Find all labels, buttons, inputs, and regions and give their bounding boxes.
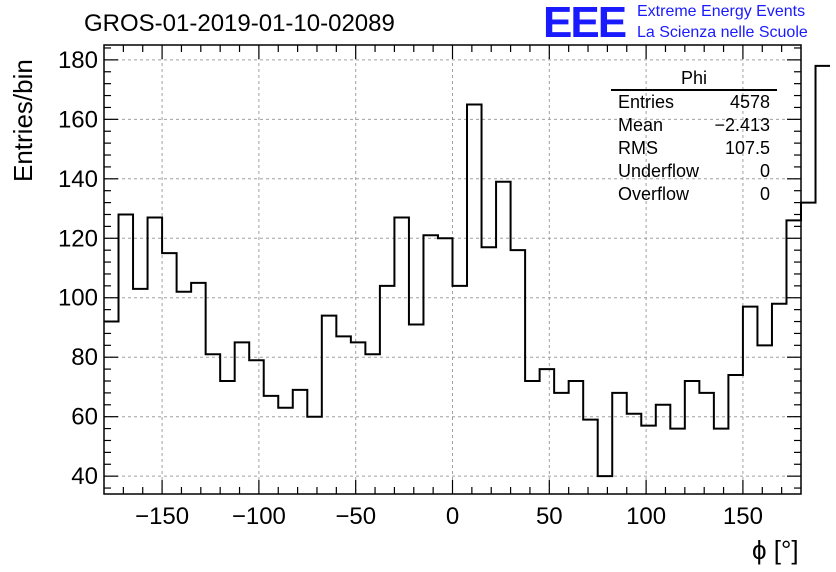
y-axis-label: Entries/bin (8, 59, 38, 182)
stats-value: 107.5 (724, 138, 770, 158)
y-tick-label: 140 (58, 166, 98, 193)
logo-subtitle-2: La Scienza nelle Scuole (637, 24, 808, 41)
stats-row-underflow: Underflow 0 (611, 160, 777, 183)
x-tick-label: 50 (536, 503, 563, 530)
stats-label: Mean (618, 115, 664, 135)
y-tick-label: 60 (71, 404, 98, 431)
stats-title: Phi (611, 68, 777, 91)
stats-value: 0 (759, 161, 770, 181)
y-tick-label: 100 (58, 285, 98, 312)
y-tick-label: 80 (71, 344, 98, 371)
stats-row-rms: RMS 107.5 (611, 137, 777, 160)
stats-label: Overflow (618, 184, 690, 204)
stats-label: RMS (618, 138, 658, 158)
stats-row-overflow: Overflow 0 (611, 183, 777, 206)
stats-value: 0 (759, 184, 770, 204)
stats-row-entries: Entries 4578 (611, 91, 777, 114)
logo-subtitle-1: Extreme Energy Events (637, 3, 806, 20)
x-tick-label: −150 (135, 503, 189, 530)
x-tick-label: −100 (232, 503, 286, 530)
stats-label: Underflow (618, 161, 700, 181)
chart-title: GROS-01-2019-01-10-02089 (84, 10, 395, 37)
stats-label: Entries (618, 92, 675, 112)
eee-logo: EEE (543, 0, 627, 47)
x-tick-label: 0 (446, 503, 459, 530)
stats-value: 4578 (729, 92, 770, 112)
x-tick-label: 100 (626, 503, 666, 530)
x-axis-label: ϕ [°] (752, 535, 799, 565)
y-tick-label: 120 (58, 225, 98, 252)
stats-box: Phi Entries 4578 Mean −2.413 RMS 107.5 U… (611, 68, 777, 206)
stats-row-mean: Mean −2.413 (611, 114, 777, 137)
y-tick-label: 160 (58, 106, 98, 133)
x-tick-label: −50 (335, 503, 376, 530)
stats-value: −2.413 (714, 115, 770, 135)
x-tick-label: 150 (723, 503, 763, 530)
y-tick-label: 180 (58, 47, 98, 74)
y-tick-label: 40 (71, 463, 98, 490)
histogram-line (104, 64, 831, 478)
